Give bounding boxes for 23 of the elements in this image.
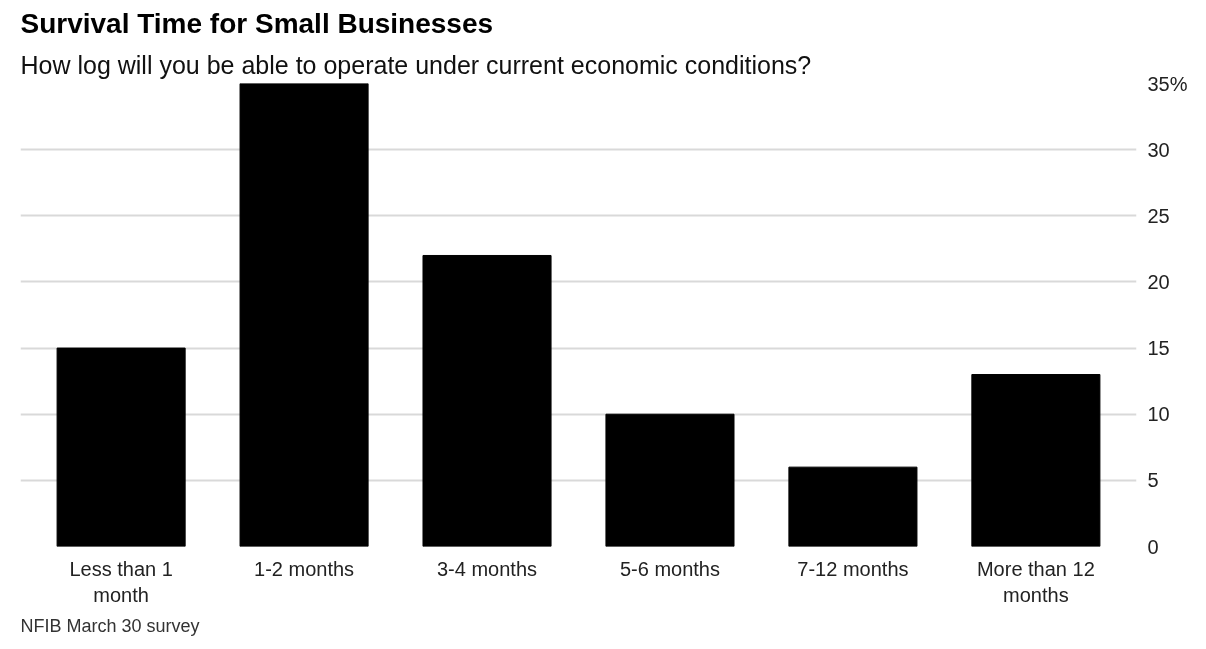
x-tick-label: More than 12 months xyxy=(976,557,1095,606)
y-tick-label: 0 xyxy=(1147,535,1159,558)
x-tick-label: 7-12 months xyxy=(797,557,909,580)
x-tick-label: Less than 1 month xyxy=(69,557,173,606)
x-tick-label: 1-2 months xyxy=(254,557,355,580)
y-tick-label: 25 xyxy=(1147,204,1170,227)
chart-subtitle: How log will you be able to operate under current economic conditions? xyxy=(20,50,812,79)
bar xyxy=(971,374,1101,547)
y-tick-label: 35% xyxy=(1147,72,1188,95)
bar xyxy=(605,413,735,547)
x-tick-label: 5-6 months xyxy=(619,557,721,580)
y-tick-label: 20 xyxy=(1147,270,1170,293)
x-tick-label: 3-4 months xyxy=(437,557,538,580)
bar xyxy=(239,83,369,547)
y-tick-label: 10 xyxy=(1147,403,1170,426)
y-tick-label: 15 xyxy=(1147,337,1170,360)
bar xyxy=(56,347,186,547)
text: NFIB March 30 survey xyxy=(20,615,200,636)
y-tick-label: 30 xyxy=(1147,138,1170,161)
y-tick-label: 5 xyxy=(1147,469,1159,492)
chart-title: Survival Time for Small Businesses xyxy=(20,7,494,39)
bar xyxy=(422,254,552,547)
bar xyxy=(788,466,918,547)
